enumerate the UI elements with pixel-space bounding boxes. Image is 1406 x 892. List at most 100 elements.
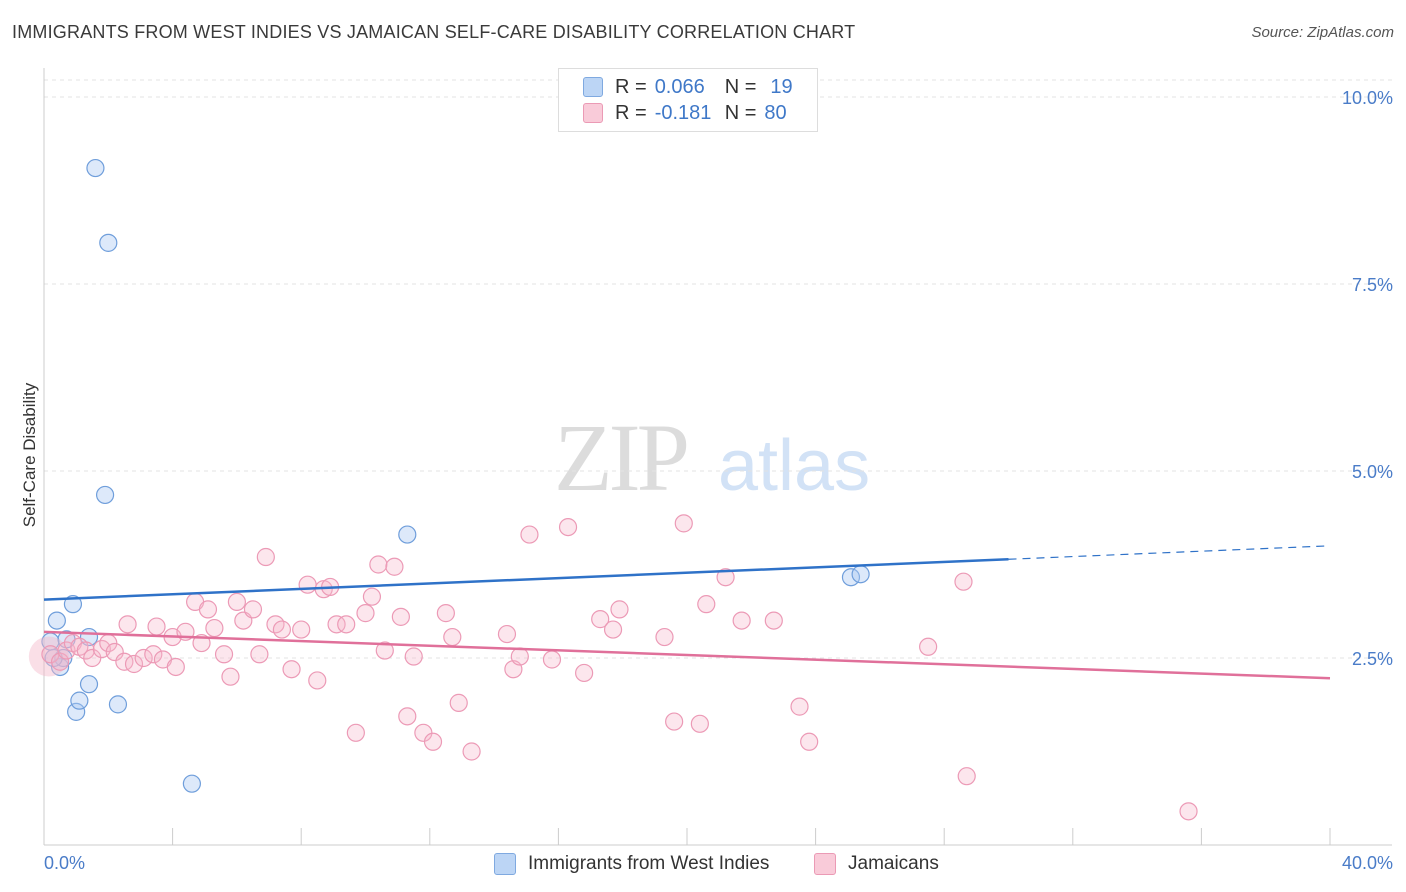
legend-row-jamaicans: R = -0.181 N = 80 bbox=[583, 101, 787, 125]
y-tick-label: 10.0% bbox=[1342, 88, 1393, 108]
data-point bbox=[67, 702, 86, 721]
data-point bbox=[356, 604, 375, 623]
data-point bbox=[205, 618, 224, 638]
watermark-atlas: atlas bbox=[718, 426, 870, 506]
data-point bbox=[124, 654, 144, 674]
legend-n-value: 80 bbox=[764, 101, 787, 124]
x-tick-label: 40.0% bbox=[1342, 853, 1393, 873]
data-point bbox=[385, 557, 404, 576]
data-point bbox=[144, 645, 163, 664]
data-point bbox=[221, 667, 240, 686]
data-point bbox=[308, 671, 327, 690]
bottom-legend-label: Immigrants from West Indies bbox=[528, 853, 770, 874]
data-point bbox=[118, 615, 137, 634]
data-point bbox=[954, 572, 973, 591]
data-point bbox=[292, 620, 311, 639]
data-point bbox=[919, 637, 938, 656]
data-point bbox=[665, 712, 684, 731]
chart-title: IMMIGRANTS FROM WEST INDIES VS JAMAICAN … bbox=[12, 22, 856, 42]
bottom-legend-label: Jamaicans bbox=[848, 853, 939, 874]
legend-n-label: N = bbox=[724, 101, 757, 124]
data-point bbox=[47, 611, 66, 630]
correlation-legend: R = 0.066 N = 19 R = -0.181 N = 80 bbox=[558, 68, 818, 132]
y-tick-label: 2.5% bbox=[1352, 649, 1393, 669]
data-point bbox=[272, 620, 292, 639]
data-point bbox=[362, 587, 382, 606]
legend-n-label: N = bbox=[724, 75, 757, 98]
data-point bbox=[105, 642, 124, 662]
axes bbox=[43, 68, 1392, 846]
data-point bbox=[398, 525, 417, 544]
bottom-legend-jamaicans: Jamaicans bbox=[814, 851, 939, 877]
data-point bbox=[79, 675, 99, 694]
data-point bbox=[369, 555, 388, 574]
data-point bbox=[134, 648, 153, 668]
data-point bbox=[575, 663, 594, 683]
data-point bbox=[86, 158, 105, 178]
data-point bbox=[510, 647, 529, 666]
data-point bbox=[227, 592, 246, 612]
data-point bbox=[449, 693, 468, 712]
data-point bbox=[851, 565, 870, 584]
trend-lines bbox=[43, 545, 1331, 680]
y-tick-label: 7.5% bbox=[1352, 275, 1393, 295]
data-point bbox=[391, 607, 410, 626]
data-point bbox=[63, 595, 83, 614]
data-point bbox=[182, 774, 201, 793]
data-point bbox=[497, 624, 517, 644]
data-point bbox=[423, 732, 443, 751]
data-point bbox=[282, 660, 301, 679]
legend-r-label: R = bbox=[615, 75, 647, 98]
data-point bbox=[716, 568, 735, 587]
trend-line-immigrants-extension bbox=[1008, 545, 1331, 560]
bottom-legend-swatch-immigrants bbox=[494, 853, 516, 875]
watermark: ZIP atlas bbox=[554, 404, 870, 511]
data-point bbox=[436, 604, 455, 623]
data-point bbox=[462, 742, 481, 761]
data-point bbox=[166, 657, 185, 677]
data-point bbox=[957, 767, 976, 786]
data-point bbox=[375, 641, 394, 660]
data-point bbox=[610, 600, 629, 619]
data-point bbox=[95, 485, 115, 505]
data-point bbox=[404, 647, 423, 666]
data-point bbox=[674, 514, 693, 533]
data-point bbox=[327, 615, 346, 634]
data-point bbox=[732, 611, 751, 630]
data-point bbox=[256, 547, 275, 567]
data-point bbox=[298, 575, 317, 594]
data-point bbox=[790, 697, 809, 716]
legend-row-immigrants: R = 0.066 N = 19 bbox=[583, 75, 793, 99]
data-point bbox=[108, 695, 128, 714]
watermark-zip: ZIP bbox=[554, 404, 687, 511]
data-point bbox=[243, 600, 263, 619]
data-point bbox=[655, 627, 674, 647]
data-point bbox=[147, 617, 166, 636]
tick-labels: 2.5% 5.0% 7.5% 10.0% 0.0% 40.0% bbox=[44, 88, 1393, 873]
data-point bbox=[398, 707, 417, 726]
data-point bbox=[764, 611, 783, 630]
trend-line-jamaicans bbox=[43, 630, 1331, 680]
data-point bbox=[70, 691, 89, 710]
data-point bbox=[214, 645, 234, 664]
data-point bbox=[198, 600, 218, 619]
data-point bbox=[1179, 802, 1198, 821]
bottom-legend-swatch-jamaicans bbox=[814, 853, 836, 875]
trend-line-immigrants bbox=[43, 558, 1009, 601]
data-point bbox=[346, 723, 365, 742]
data-point bbox=[76, 641, 95, 660]
data-point bbox=[690, 714, 709, 733]
legend-r-label: R = bbox=[615, 101, 647, 124]
data-point bbox=[542, 650, 562, 669]
data-point bbox=[591, 610, 610, 629]
data-point bbox=[520, 525, 539, 544]
data-point bbox=[50, 652, 70, 671]
data-point bbox=[250, 645, 269, 664]
y-tick-label: 5.0% bbox=[1352, 462, 1393, 482]
legend-swatch-immigrants bbox=[583, 77, 603, 97]
legend-r-value: -0.181 bbox=[654, 101, 712, 124]
data-point bbox=[558, 517, 578, 537]
data-point bbox=[337, 615, 356, 634]
legend-n-value: 19 bbox=[770, 75, 793, 98]
